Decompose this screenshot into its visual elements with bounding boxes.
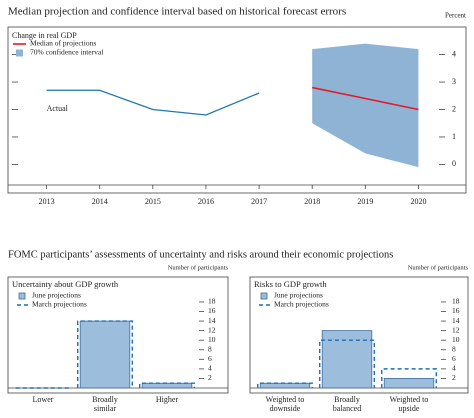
y-tick-label: 2 [208,373,212,382]
y-tick-label: 18 [208,297,216,306]
x-tick-label: 2020 [410,197,426,206]
y-tick-label: 6 [452,354,456,363]
panel-frame [249,276,469,394]
y-tick-label: 4 [452,49,456,58]
x-tick-label: Broadly [334,395,360,404]
y-tick-label: 2 [452,104,456,113]
y-tick-label: 2 [452,373,456,382]
x-tick-label: Higher [156,395,179,404]
subtitle: Change in real GDP [12,31,77,40]
unit-label: Percent [445,12,466,20]
bar [321,330,373,389]
figure-title: FOMC participants’ assessments of uncert… [8,249,393,260]
legend-label: March projections [274,300,329,309]
y-tick-label: 8 [452,344,456,353]
dashed-outline [257,382,313,388]
x-tick-label: similar [94,404,117,413]
series-label: Actual [47,104,69,113]
bar [383,378,435,389]
legend-label: 70% confidence interval [30,48,103,57]
chart-title: Median projection and confidence interva… [8,6,346,18]
confidence-band [312,43,419,168]
x-tick-label: 2018 [304,197,320,206]
legend-label: June projections [274,291,323,300]
y-tick-label: 0 [452,159,456,168]
y-tick-label: 16 [452,306,460,315]
y-tick-label: 4 [452,364,456,373]
dashed-outline [77,320,133,388]
x-tick-label: 2019 [357,197,373,206]
x-tick-label: upside [399,404,420,413]
legend-label: March projections [32,300,87,309]
y-tick-label: 12 [452,325,460,334]
unit-label: Number of participants [168,264,229,271]
y-tick-label: 10 [208,335,216,344]
legend-label: Median of projections [30,39,96,48]
y-tick-label: 6 [208,354,212,363]
y-tick-label: 14 [208,316,216,325]
x-tick-label: Lower [33,395,54,404]
x-tick-label: 2013 [39,197,55,206]
dashed-outline [139,382,195,388]
x-tick-label: balanced [333,404,361,413]
x-tick-label: 2017 [251,197,267,206]
bar [259,382,311,389]
legend-swatch [16,49,23,57]
dashed-outline [381,368,437,388]
x-tick-label: Weighted to [266,395,305,404]
y-tick-label: 10 [452,335,460,344]
y-tick-label: 3 [452,77,456,86]
y-tick-label: 16 [208,306,216,315]
x-tick-label: 2015 [145,197,161,206]
series-line [46,89,260,116]
bar [141,382,193,389]
panel-frame [7,26,467,194]
x-tick-label: 2016 [198,197,214,206]
panel-frame [7,276,229,394]
x-tick-label: Weighted to [390,395,429,404]
legend-swatch [260,292,268,300]
y-tick-label: 14 [452,316,460,325]
legend-swatch [18,292,26,300]
x-tick-label: 2014 [92,197,108,206]
y-tick-label: 18 [452,297,460,306]
y-tick-label: 8 [208,344,212,353]
dashed-outline [319,339,375,388]
unit-label: Number of participants [408,264,469,271]
legend-label: June projections [32,291,81,300]
panel-title: Uncertainty about GDP growth [12,279,119,289]
y-tick-label: 1 [452,132,456,141]
bar [79,320,131,389]
panel-title: Risks to GDP growth [254,279,327,289]
y-tick-label: 12 [208,325,216,334]
series-line [312,86,419,111]
x-tick-label: downside [270,404,301,413]
y-tick-label: 4 [208,364,212,373]
x-tick-label: Broadly [92,395,118,404]
